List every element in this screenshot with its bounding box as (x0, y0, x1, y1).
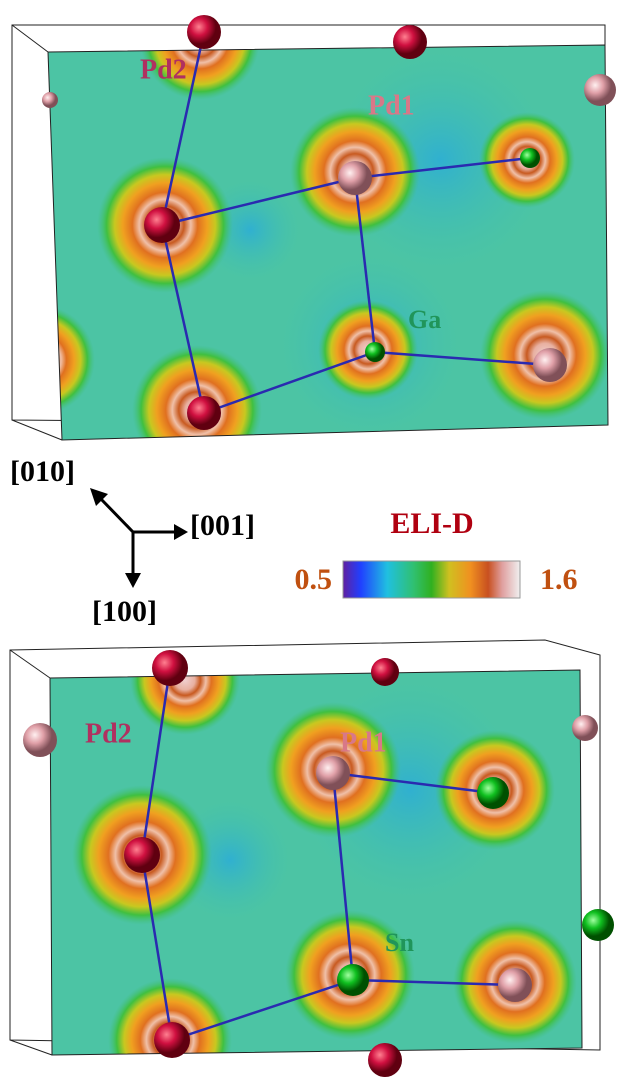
colorbar-title: ELI-D (390, 507, 473, 540)
atom-label: Ga (408, 305, 441, 334)
atom-label: Sn (385, 928, 414, 957)
axis-label: [100] (92, 595, 157, 628)
axis-label: [001] (190, 509, 255, 542)
colorbar-max: 1.6 (540, 563, 578, 596)
bottom-panel: Pd2 Pd1 Sn (9, 639, 614, 1077)
atom-label: Pd2 (140, 54, 187, 85)
atom-label: Pd1 (368, 90, 415, 121)
top-panel: Pd2 Pd1 Ga (11, 15, 616, 441)
colorbar (342, 560, 521, 599)
atom-label: Pd2 (85, 718, 132, 749)
atom-label: Pd1 (340, 727, 387, 758)
axes (90, 488, 188, 588)
axis-label: [010] (10, 455, 75, 488)
colorbar-min: 0.5 (295, 563, 333, 596)
